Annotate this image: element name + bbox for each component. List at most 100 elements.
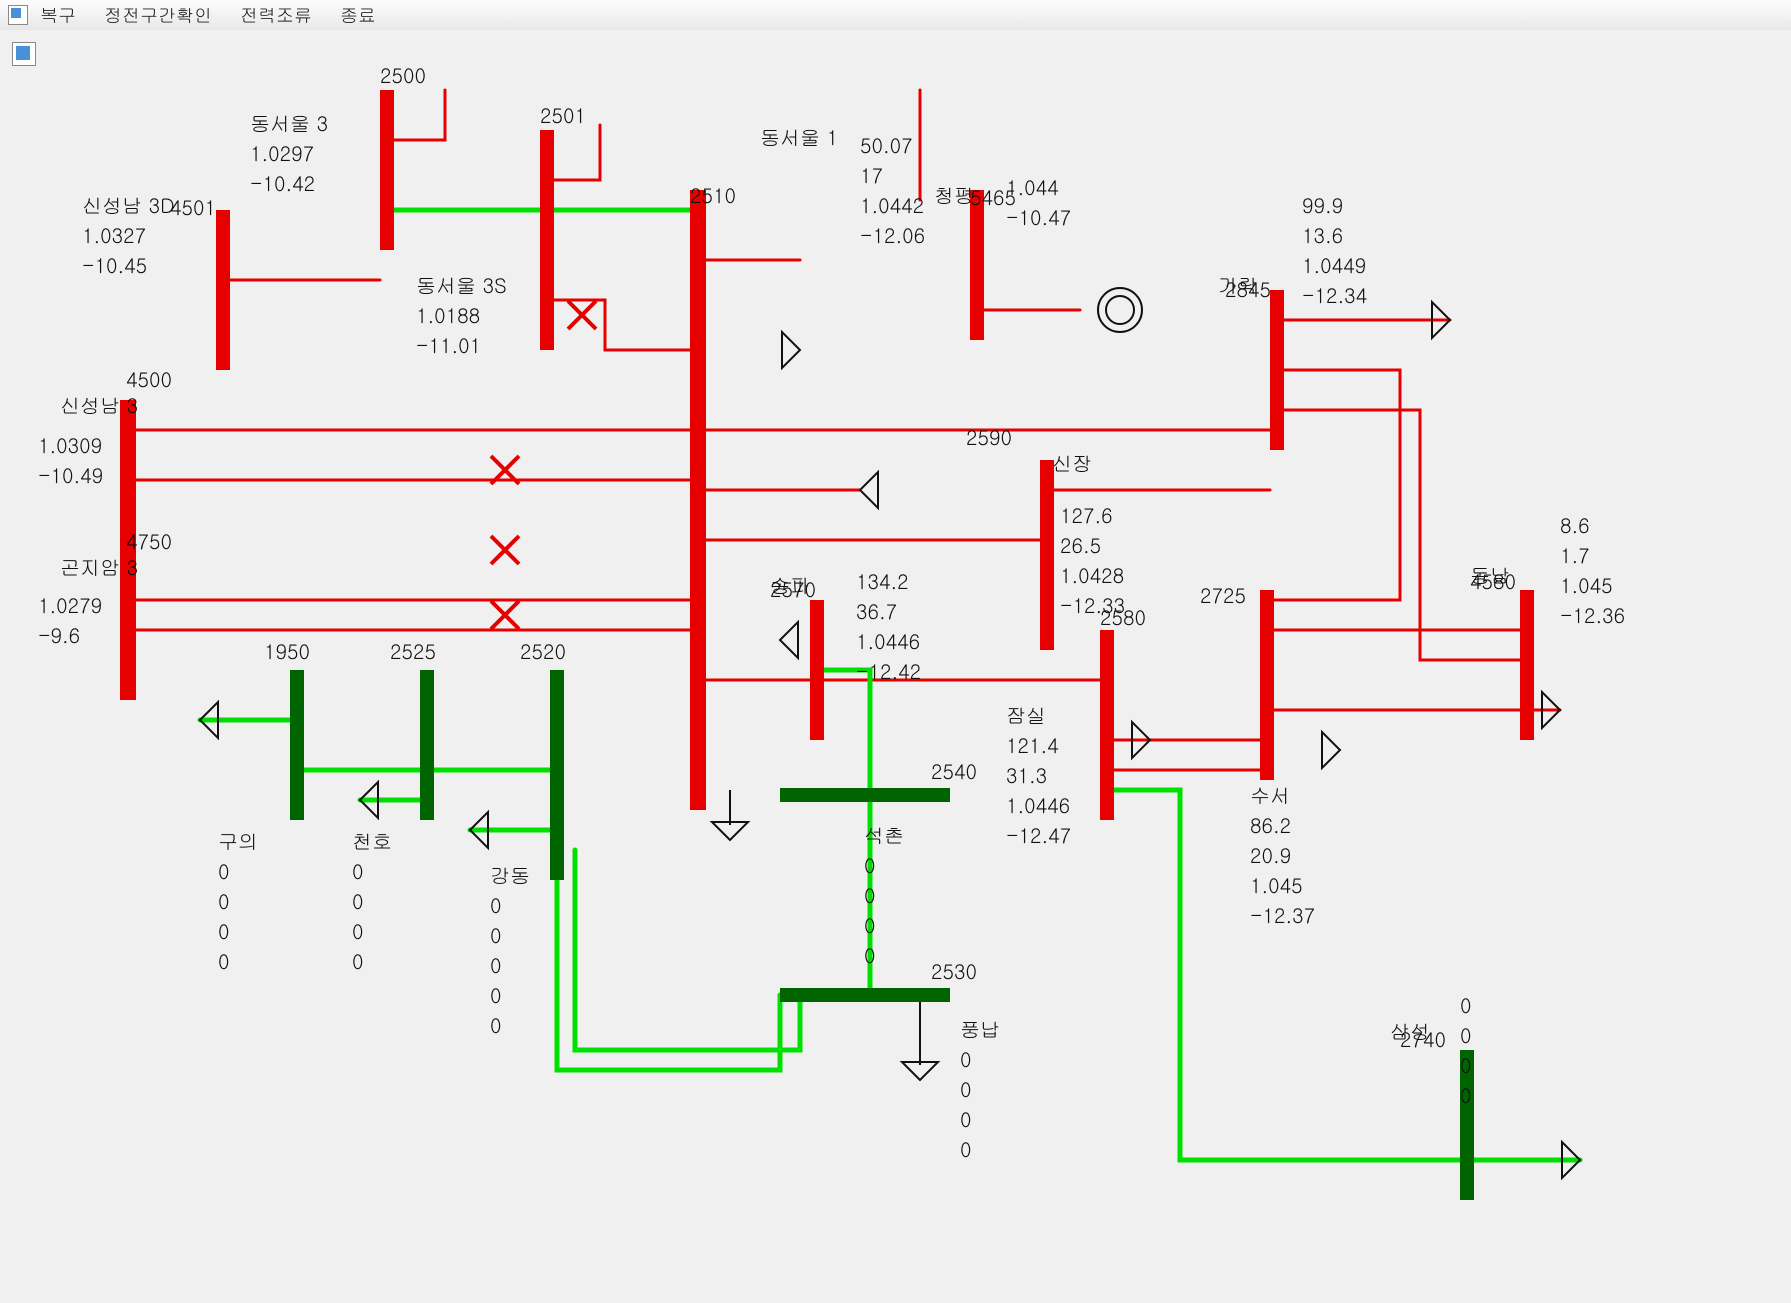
value-label: 동서울 1 [760,122,838,152]
value-label: 동남 [1470,560,1510,590]
value-label: -12.33 [1060,590,1125,620]
value-label: -10.45 [82,250,147,280]
value-label: 수서 [1250,780,1290,810]
value-label: -12.37 [1250,900,1315,930]
value-label: -12.06 [860,220,925,250]
value-label: 50.07 [860,130,913,160]
value-label: 8.6 [1560,510,1590,540]
value-label: 127.6 [1060,500,1113,530]
value-label: 99.9 [1302,190,1343,220]
value-label: 강동 [490,860,530,890]
value-label: -9.6 [38,620,80,650]
value-label: 동서울 3S [416,270,507,300]
value-label: 풍납 [960,1014,1000,1044]
value-label: 1.0449 [1302,250,1366,280]
value-label: 1.7 [1560,540,1590,570]
bus-label-2510: 2510 [690,180,736,210]
value-label: 1.0428 [1060,560,1124,590]
value-label: 0 [1460,1050,1471,1080]
value-label: 0 [218,886,229,916]
value-label: 구의 [218,826,258,856]
value-label: 1.0188 [416,300,480,330]
value-label: 0 [1460,1080,1471,1110]
bus-label-2725: 2725 [1200,580,1246,610]
value-label: 0 [864,850,875,880]
value-label: 36.7 [856,596,897,626]
value-label: 동서울 3 [250,108,328,138]
bus-label-4501: 4501 [170,192,216,222]
value-label: 1.0297 [250,138,314,168]
value-label: 20.9 [1250,840,1291,870]
menu-power-flow[interactable]: 전력조류 [240,3,312,28]
value-label: 1.0327 [82,220,146,250]
value-label: 0 [864,910,875,940]
value-label: 0 [352,886,363,916]
value-label: 26.5 [1060,530,1101,560]
value-label: 0 [490,950,501,980]
value-label: -11.01 [416,330,481,360]
value-label: 0 [490,890,501,920]
value-label: 1.0309 [38,430,102,460]
value-label: 1.044 [1006,172,1059,202]
value-label: -12.47 [1006,820,1071,850]
value-label: 134.2 [856,566,909,596]
bus-label-2500: 2500 [380,60,426,90]
value-label: 17 [860,160,883,190]
bus-label-2590: 2590 [966,422,1012,452]
diagram-canvas: 4501250025012510546545004750259025702580… [0,30,1791,1303]
value-label: 0 [218,856,229,886]
value-label: -10.42 [250,168,315,198]
menu-bar: 복구 정전구간확인 전력조류 종료 [0,0,1791,31]
value-label: 0 [352,946,363,976]
value-label: 0 [960,1074,971,1104]
value-label: 가락 [1218,270,1258,300]
value-label: -10.49 [38,460,103,490]
value-label: -12.36 [1560,600,1625,630]
value-label: 31.3 [1006,760,1047,790]
value-label: 0 [1460,1020,1471,1050]
value-label: 0 [218,946,229,976]
value-label: 0 [1460,990,1471,1020]
value-label: 신장 [1052,448,1092,478]
value-label: 0 [864,880,875,910]
menu-restore[interactable]: 복구 [40,3,76,28]
value-label: 삼성 [1390,1016,1430,1046]
value-label: -12.42 [856,656,921,686]
value-label: 86.2 [1250,810,1291,840]
value-label: -12.34 [1302,280,1367,310]
value-label: 1.0279 [38,590,102,620]
value-label: 신성남 3D [82,190,175,220]
bus-label-1950: 1950 [264,636,310,666]
value-label: 0 [864,940,875,970]
value-label: 1.045 [1560,570,1613,600]
value-label: 0 [490,980,501,1010]
value-label: 1.045 [1250,870,1303,900]
value-label: 신성남 3 [60,390,138,420]
bus-label-2540: 2540 [931,756,977,786]
app-icon [8,5,28,25]
value-label: 송파 [770,570,810,600]
value-label: 0 [960,1044,971,1074]
value-label: 석촌 [864,820,904,850]
value-label: 1.0446 [856,626,920,656]
value-label: 121.4 [1006,730,1059,760]
bus-label-2501: 2501 [540,100,586,130]
value-label: 0 [490,1010,501,1040]
value-label: 13.6 [1302,220,1343,250]
menu-exit[interactable]: 종료 [340,3,376,28]
value-label: 곤지암 3 [60,552,138,582]
value-label: 0 [490,920,501,950]
value-label: 0 [352,856,363,886]
value-label: 청평 [934,180,974,210]
bus-label-2525: 2525 [390,636,436,666]
value-label: 0 [352,916,363,946]
value-label: 1.0446 [1006,790,1070,820]
value-label: 천호 [352,826,392,856]
value-label: 1.0442 [860,190,924,220]
value-label: 0 [960,1104,971,1134]
value-label: 잠실 [1006,700,1046,730]
value-label: 0 [960,1134,971,1164]
bus-label-2530: 2530 [931,956,977,986]
menu-outage-section[interactable]: 정전구간확인 [104,3,212,28]
value-label: -10.47 [1006,202,1071,232]
